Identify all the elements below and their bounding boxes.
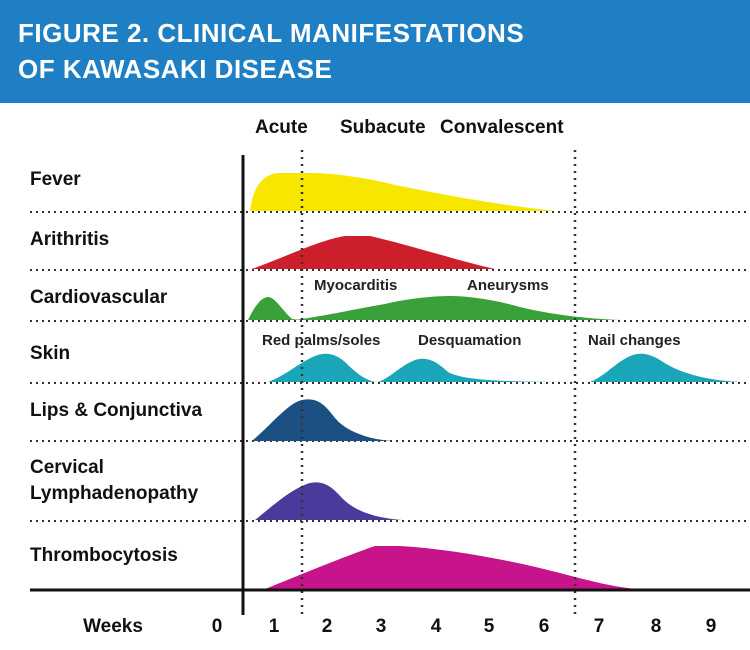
thrombocytosis-curve: [265, 546, 635, 589]
annotation-red-palms-soles: Red palms/soles: [262, 332, 381, 349]
week-tick-9: 9: [705, 616, 717, 637]
figure-header: FIGURE 2. CLINICAL MANIFESTATIONS OF KAW…: [0, 0, 750, 103]
fever-curve: [250, 173, 555, 211]
week-tick-8: 8: [650, 616, 662, 637]
row-label-thrombocytosis: Thrombocytosis: [30, 545, 178, 566]
week-tick-3: 3: [375, 616, 387, 637]
desquamation-curve: [378, 358, 575, 382]
phase-acute-label: Acute: [255, 117, 308, 138]
phase-subacute-label: Subacute: [340, 117, 426, 138]
myocarditis-curve: [248, 297, 300, 320]
row-label-arithritis: Arithritis: [30, 229, 110, 250]
row-label-cervical: Cervical: [30, 457, 104, 478]
lymphadenopathy-curve: [255, 482, 402, 520]
figure-title-line1: FIGURE 2. CLINICAL MANIFESTATIONS: [18, 18, 525, 48]
week-tick-4: 4: [430, 616, 442, 637]
row-label-fever: Fever: [30, 169, 81, 190]
red-palms-curve: [268, 353, 375, 382]
lips-conjunctiva-curve: [252, 399, 392, 441]
phase-convalescent-label: Convalescent: [440, 117, 564, 138]
week-tick-0: 0: [211, 616, 223, 637]
week-tick-5: 5: [483, 616, 495, 637]
week-tick-6: 6: [538, 616, 550, 637]
nail-changes-curve: [590, 353, 740, 382]
annotation-nail-changes: Nail changes: [588, 332, 681, 349]
row-label-lips-conjunctiva: Lips & Conjunctiva: [30, 400, 203, 421]
row-label-skin: Skin: [30, 343, 71, 364]
aneurysm-curve: [295, 296, 620, 320]
weeks-axis-label: Weeks: [83, 616, 143, 637]
figure-title-line2: OF KAWASAKI DISEASE: [18, 54, 333, 84]
annotation-myocarditis: Myocarditis: [314, 277, 398, 294]
arithritis-curve: [252, 236, 495, 269]
week-tick-7: 7: [593, 616, 605, 637]
row-label-cardiovascular: Cardiovascular: [30, 287, 168, 308]
annotation-desquamation: Desquamation: [418, 332, 522, 349]
annotation-aneurysms: Aneurysms: [467, 277, 549, 294]
week-tick-1: 1: [268, 616, 280, 637]
row-label-lymphadenopathy: Lymphadenopathy: [30, 483, 199, 504]
week-tick-2: 2: [321, 616, 333, 637]
